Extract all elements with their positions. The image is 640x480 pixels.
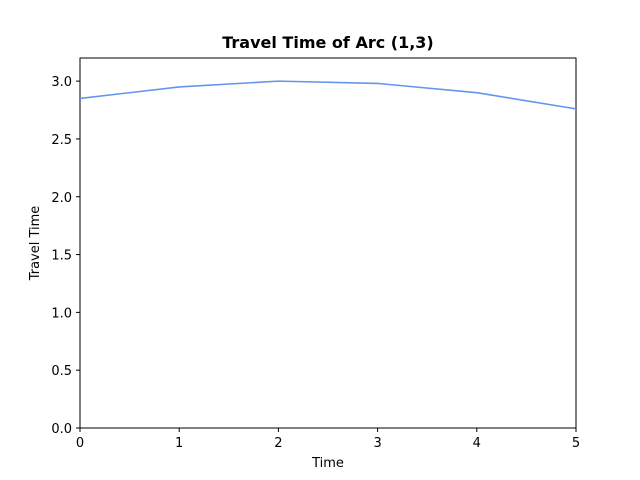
- x-tick-label: 3: [373, 436, 381, 451]
- x-tick-label: 1: [175, 436, 183, 451]
- y-tick-label: 1.0: [51, 306, 72, 321]
- x-axis-label: Time: [311, 456, 344, 471]
- y-tick-label: 0.5: [51, 364, 72, 379]
- series-layer: [79, 80, 577, 110]
- series-line: [79, 80, 577, 110]
- x-tick-label: 2: [274, 436, 282, 451]
- x-tick-label: 5: [572, 436, 580, 451]
- y-tick-label: 2.5: [51, 133, 72, 148]
- y-tick-label: 2.0: [51, 191, 72, 206]
- x-tick-label: 4: [473, 436, 481, 451]
- y-tick-label: 3.0: [51, 75, 72, 90]
- x-axis: 0 1 2 3 4 5: [76, 428, 580, 451]
- chart-title: Travel Time of Arc (1,3): [222, 33, 434, 52]
- plot-area: [79, 57, 577, 429]
- y-axis: 0.0 0.5 1.0 1.5 2.0 2.5 3.0: [51, 75, 80, 437]
- y-tick-label: 1.5: [51, 249, 72, 264]
- x-tick-label: 0: [76, 436, 84, 451]
- y-axis-label: Travel Time: [28, 206, 43, 282]
- y-tick-label: 0.0: [51, 422, 72, 437]
